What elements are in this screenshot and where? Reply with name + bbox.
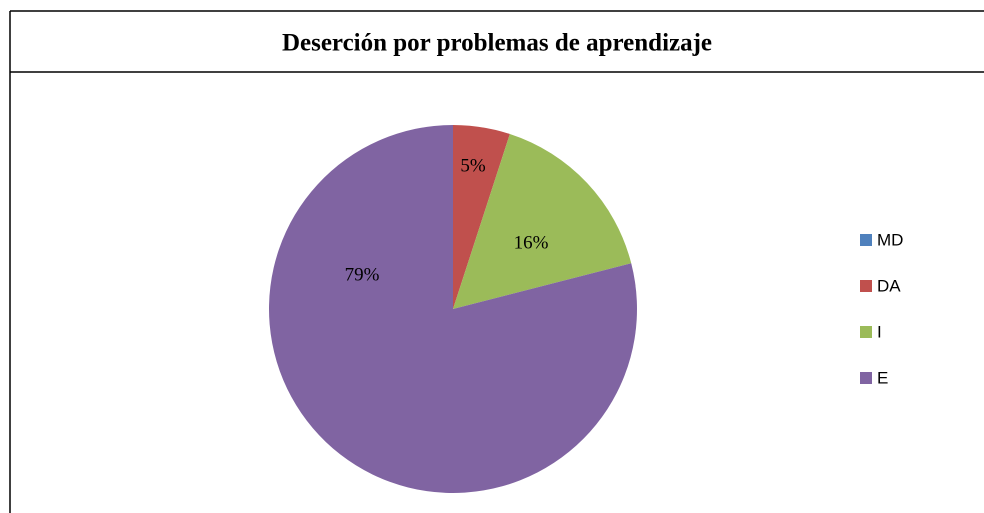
legend-swatch [860,234,872,246]
legend-label: MD [877,230,903,249]
data-label: 16% [514,232,549,253]
legend-label: I [877,322,882,341]
pie-slice [453,125,510,309]
data-label: 5% [460,155,486,176]
pie-slice [453,134,632,309]
legend-swatch [860,326,872,338]
legend-swatch [860,372,872,384]
data-label: 79% [345,264,380,285]
legend-swatch [860,280,872,292]
legend-label: E [877,368,888,387]
legend-label: DA [877,276,901,295]
chart-title: Deserción por problemas de aprendizaje [282,30,712,57]
pie-slice [269,125,637,493]
